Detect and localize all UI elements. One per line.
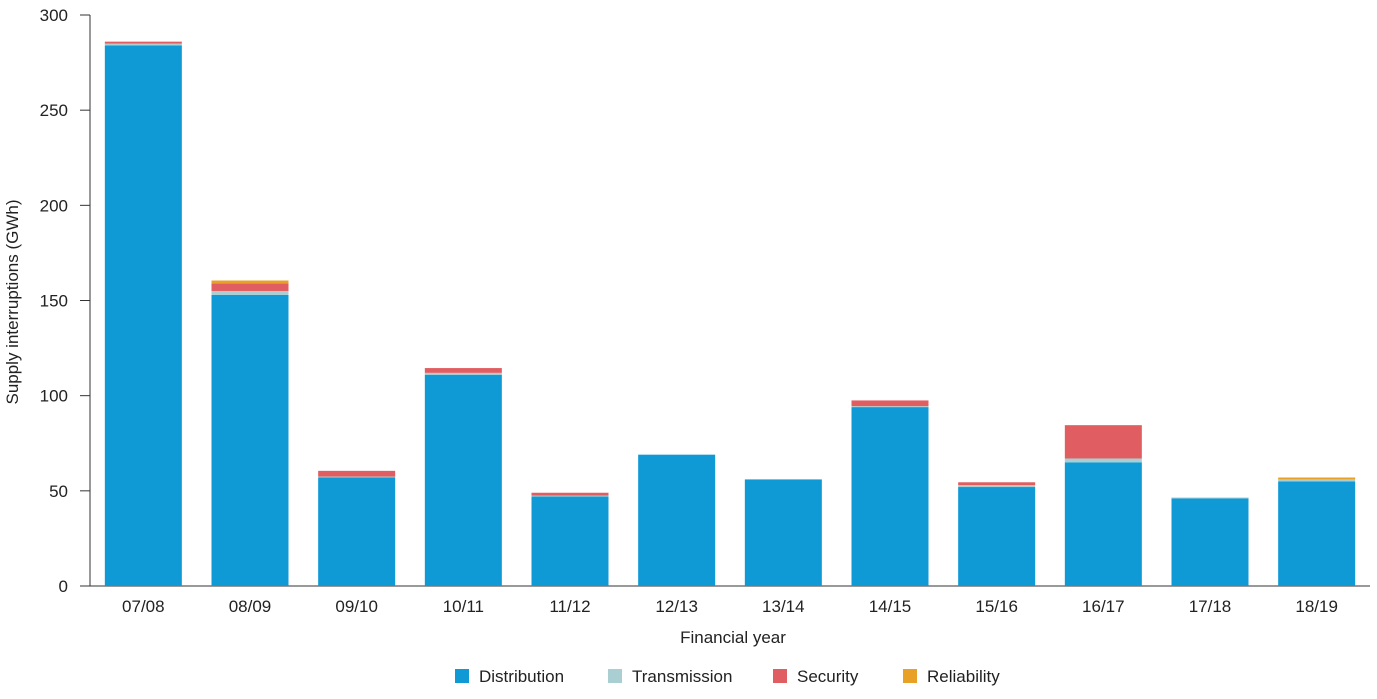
bar-security-08-09	[211, 283, 289, 291]
bar-security-16-17	[1064, 425, 1142, 459]
legend: Distribution Transmission Security Reliabil…	[455, 667, 1000, 686]
bar-distribution-08-09	[211, 294, 289, 586]
bar-distribution-17-18	[1171, 498, 1249, 586]
legend-label-transmission: Transmission	[632, 667, 732, 686]
x-tick-label: 17/18	[1189, 597, 1232, 616]
y-axis-title: Supply interruptions (GWh)	[3, 199, 22, 404]
x-tick-label: 12/13	[655, 597, 698, 616]
y-tick-label: 200	[40, 196, 68, 215]
bar-transmission-10-11	[424, 372, 502, 375]
legend-swatch-distribution	[455, 669, 469, 683]
bar-distribution-09-10	[318, 477, 396, 586]
x-tick-label: 15/16	[975, 597, 1018, 616]
legend-swatch-transmission	[608, 669, 622, 683]
legend-swatch-security	[773, 669, 787, 683]
bars	[104, 41, 1356, 587]
bar-security-11-12	[531, 492, 609, 496]
bar-distribution-13-14	[744, 479, 822, 586]
bar-security-09-10	[318, 470, 396, 477]
bar-distribution-16-17	[1064, 462, 1142, 586]
bar-distribution-18-19	[1278, 481, 1356, 586]
bar-distribution-12-13	[638, 454, 716, 586]
y-tick-label: 150	[40, 292, 68, 311]
x-tick-label: 07/08	[122, 597, 165, 616]
bar-distribution-15-16	[958, 487, 1036, 586]
bar-distribution-07-08	[104, 45, 182, 587]
legend-swatch-reliability	[903, 669, 917, 683]
legend-label-reliability: Reliability	[927, 667, 1000, 686]
bar-reliability-18-19	[1278, 477, 1356, 480]
y-tick-label: 0	[59, 577, 68, 596]
bar-security-10-11	[424, 368, 502, 373]
x-tick-label: 18/19	[1295, 597, 1338, 616]
x-axis-title: Financial year	[680, 628, 786, 647]
bar-distribution-10-11	[424, 374, 502, 586]
x-tick-label: 13/14	[762, 597, 805, 616]
x-tick-label: 08/09	[229, 597, 272, 616]
bar-distribution-14-15	[851, 407, 929, 586]
y-tick-label: 100	[40, 387, 68, 406]
bar-transmission-09-10	[318, 476, 396, 478]
y-tick-label: 250	[40, 101, 68, 120]
y-axis: 0 50 100 150 200 250 300	[40, 6, 91, 596]
x-tick-label: 16/17	[1082, 597, 1125, 616]
x-tick-label: 09/10	[335, 597, 378, 616]
y-tick-label: 50	[49, 482, 68, 501]
legend-label-security: Security	[797, 667, 859, 686]
bar-transmission-17-18	[1171, 497, 1249, 499]
bar-transmission-18-19	[1278, 479, 1356, 482]
legend-label-distribution: Distribution	[479, 667, 564, 686]
bar-transmission-08-09	[211, 290, 289, 295]
x-tick-label: 14/15	[869, 597, 912, 616]
bar-transmission-07-08	[104, 43, 182, 46]
bar-security-15-16	[958, 482, 1036, 486]
y-tick-label: 300	[40, 6, 68, 25]
bar-distribution-11-12	[531, 496, 609, 586]
bar-transmission-14-15	[851, 406, 929, 408]
x-tick-label: 10/11	[443, 597, 484, 616]
bar-reliability-08-09	[211, 280, 289, 284]
bar-transmission-16-17	[1064, 458, 1142, 463]
bar-security-07-08	[104, 41, 182, 44]
x-axis: 07/08 08/09 09/10 10/11 11/12 12/13 13/14 14/15…	[90, 585, 1370, 616]
bar-security-14-15	[851, 400, 929, 407]
bar-transmission-15-16	[958, 485, 1036, 488]
x-tick-label: 11/12	[549, 597, 590, 616]
bar-transmission-11-12	[531, 495, 609, 497]
